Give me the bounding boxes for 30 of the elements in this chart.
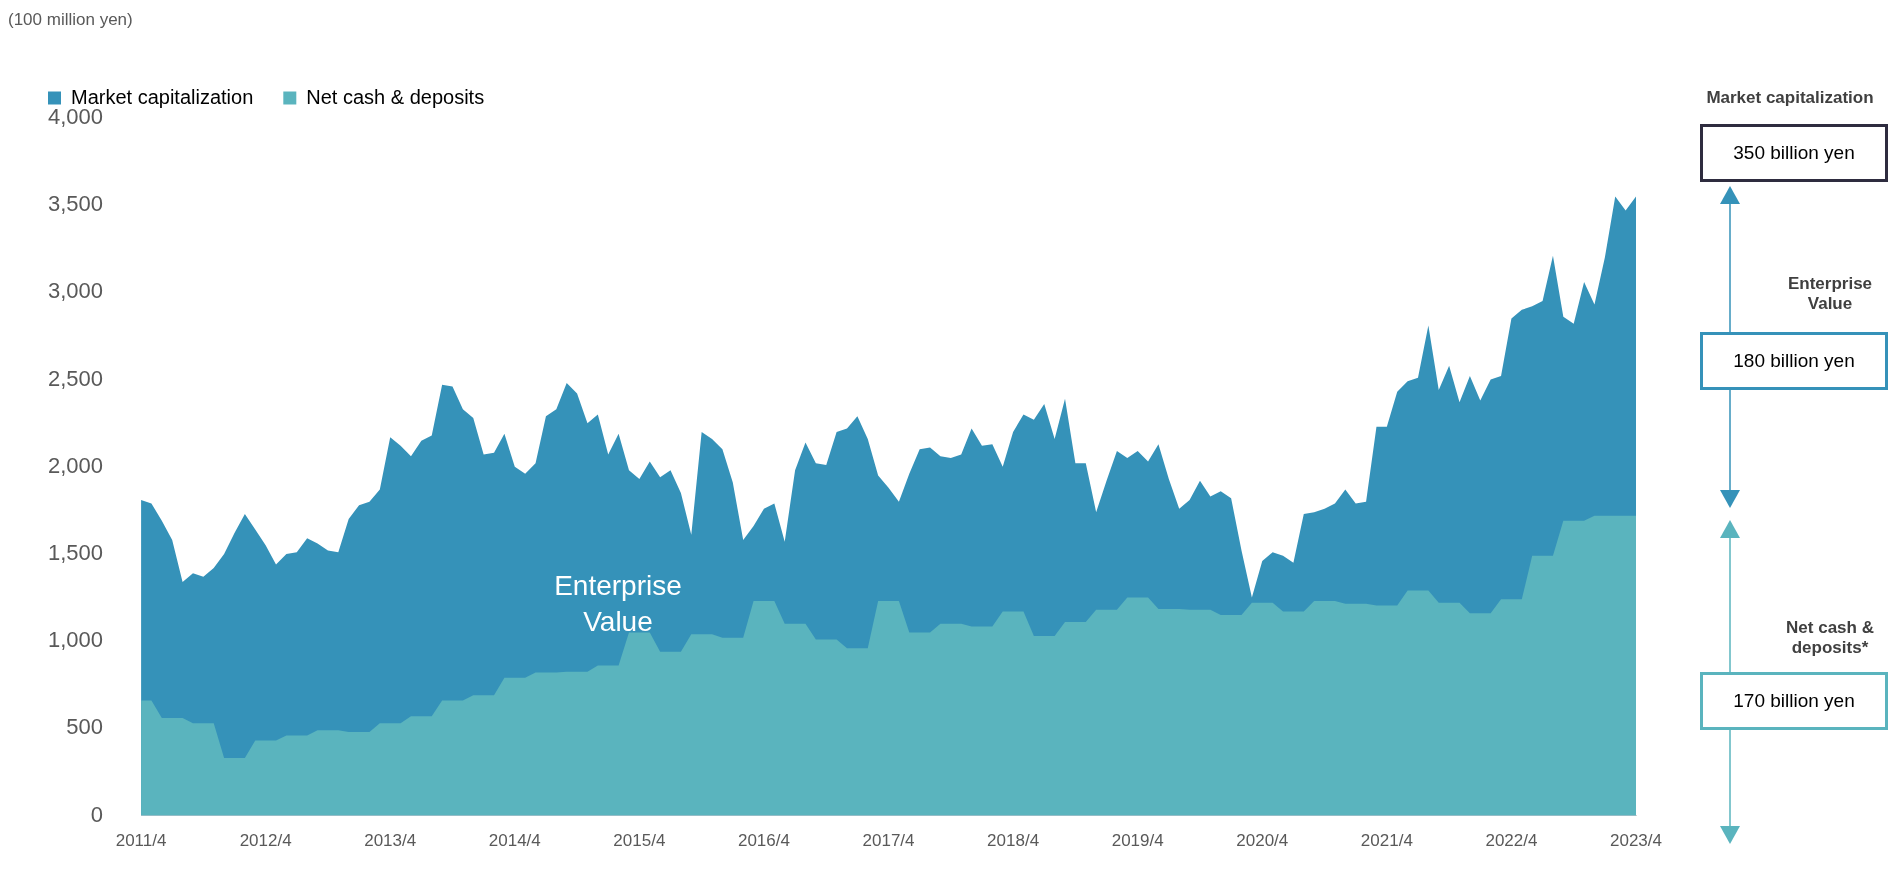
x-tick-label: 2018/4 — [987, 831, 1040, 851]
y-tick-label: 3,500 — [47, 191, 104, 217]
text: Market capitalization — [1705, 88, 1875, 108]
text: Net cash & deposits* — [1785, 618, 1875, 658]
y-tick-label: 2,000 — [47, 452, 104, 478]
x-tick-label: 2011/4 — [115, 831, 167, 851]
x-tick-label: 2023/4 — [1610, 831, 1662, 851]
x-tick-label: 2020/4 — [1236, 831, 1289, 851]
y-tick-label: 0 — [90, 801, 104, 827]
text: 350 billion yen — [1700, 124, 1888, 182]
text: 180 billion yen — [1700, 332, 1888, 390]
x-tick-label: 2016/4 — [737, 831, 790, 851]
y-tick-label: 3,000 — [47, 278, 104, 304]
x-tick-label: 2019/4 — [1111, 831, 1164, 851]
x-tick-label: 2013/4 — [364, 831, 417, 851]
y-axis-title: (100 million yen) — [8, 10, 133, 30]
y-tick-label: 2,500 — [47, 365, 104, 391]
x-tick-label: 2015/4 — [613, 831, 666, 851]
text: Enterprise Value — [1786, 274, 1874, 314]
text: 170 billion yen — [1700, 672, 1888, 730]
annotation: Enterprise Value — [553, 569, 683, 639]
x-tick-label: 2022/4 — [1485, 831, 1538, 851]
x-tick-label: 2017/4 — [862, 831, 915, 851]
x-tick-label: 2021/4 — [1360, 831, 1413, 851]
y-tick-label: 500 — [66, 714, 104, 740]
x-tick-label: 2012/4 — [239, 831, 292, 851]
legend-label: Net cash & deposits — [306, 85, 485, 108]
y-tick-label: 1,500 — [47, 540, 104, 566]
y-tick-label: 1,000 — [47, 627, 104, 653]
x-tick-label: 2014/4 — [488, 831, 541, 851]
